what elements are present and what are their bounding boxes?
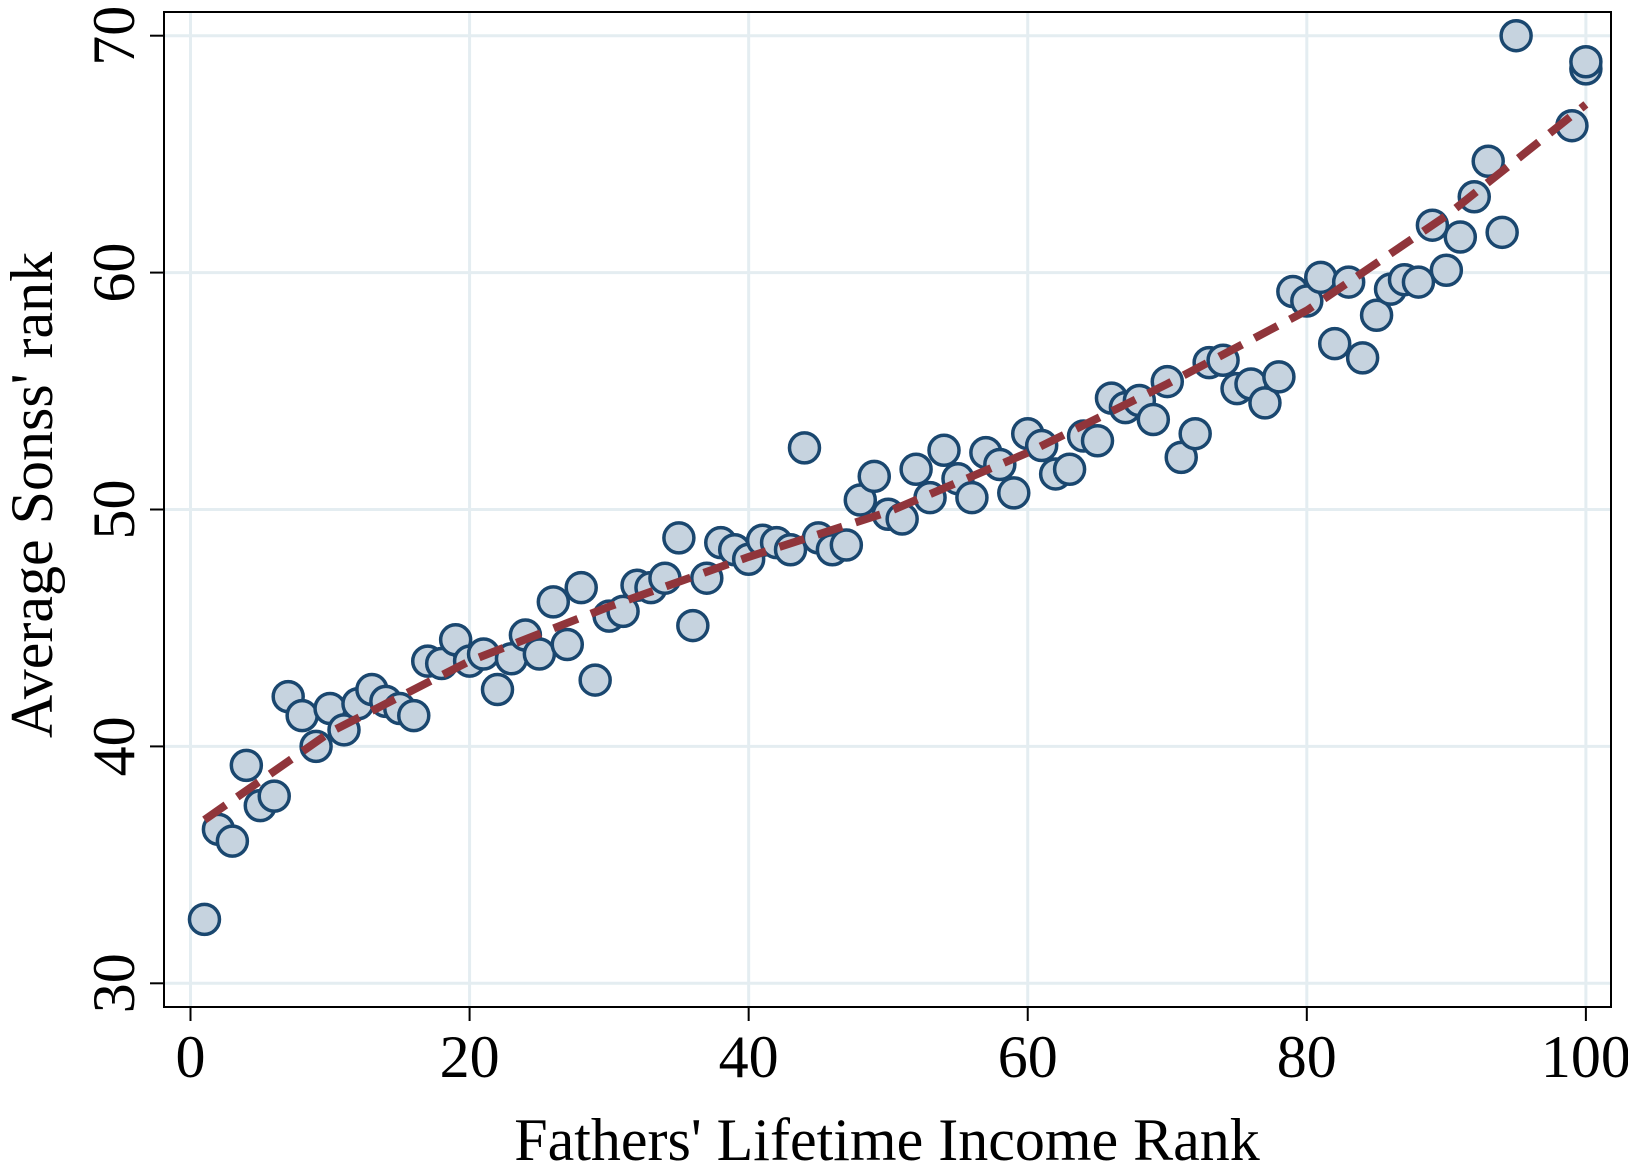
scatter-point [1471,144,1505,178]
scatter-point [606,594,640,629]
scatter-point [899,452,933,486]
scatter-point [1443,220,1478,254]
scatter-point [257,779,291,813]
scatter-point [829,528,864,562]
scatter-point [1080,424,1115,458]
scatter-point [648,561,682,595]
scatter-point [1345,341,1380,375]
scatter-point [1359,298,1394,332]
scatter-point [480,672,515,707]
scatter-point [983,447,1017,482]
scatter-point [955,480,989,515]
y-tick-label: 30 [81,953,147,1013]
scatter-point [676,608,710,643]
x-tick-label: 40 [719,1024,779,1090]
y-axis-title: Average Sonss' rank [0,252,65,738]
scatter-point [536,585,571,619]
scatter-point [1304,260,1338,295]
x-tick-label: 20 [440,1024,500,1090]
x-tick-label: 80 [1277,1024,1337,1090]
y-tick-label: 50 [81,480,147,540]
x-axis-title: Fathers' Lifetime Income Rank [514,1107,1260,1166]
scatter-point [1401,265,1436,299]
scatter-point [662,521,696,555]
scatter-point [1248,386,1282,420]
fit-line [202,101,1589,824]
x-tick-label: 100 [1541,1024,1628,1090]
scatter-point [522,637,557,671]
x-tick-label: 0 [176,1024,206,1090]
scatter-point [1569,45,1603,79]
scatter-point [857,459,891,494]
scatter-point [1499,18,1533,53]
y-tick-label: 70 [81,6,147,66]
scatter-point [215,824,250,858]
scatter-point [1317,326,1352,361]
scatter-point [187,902,222,937]
scatter-point [787,431,822,465]
scatter-point [578,663,612,697]
y-tick-label: 60 [81,243,147,303]
scatter-point [997,476,1031,510]
scatter-point [550,627,585,662]
scatter-point [397,698,431,733]
scatter-point [285,698,319,733]
scatter-point [1485,215,1519,250]
plot-frame [163,11,1612,1008]
scatter-point [229,748,264,783]
y-tick-label: 40 [81,716,147,776]
scatter-point [1429,253,1464,287]
scatter-point [1178,416,1212,451]
scatter-point [927,433,961,468]
scatter-point [1052,452,1087,486]
scatter-point [564,570,598,605]
x-tick-label: 60 [998,1024,1058,1090]
scatter-point [1262,360,1296,394]
scatter-point [1136,402,1171,437]
